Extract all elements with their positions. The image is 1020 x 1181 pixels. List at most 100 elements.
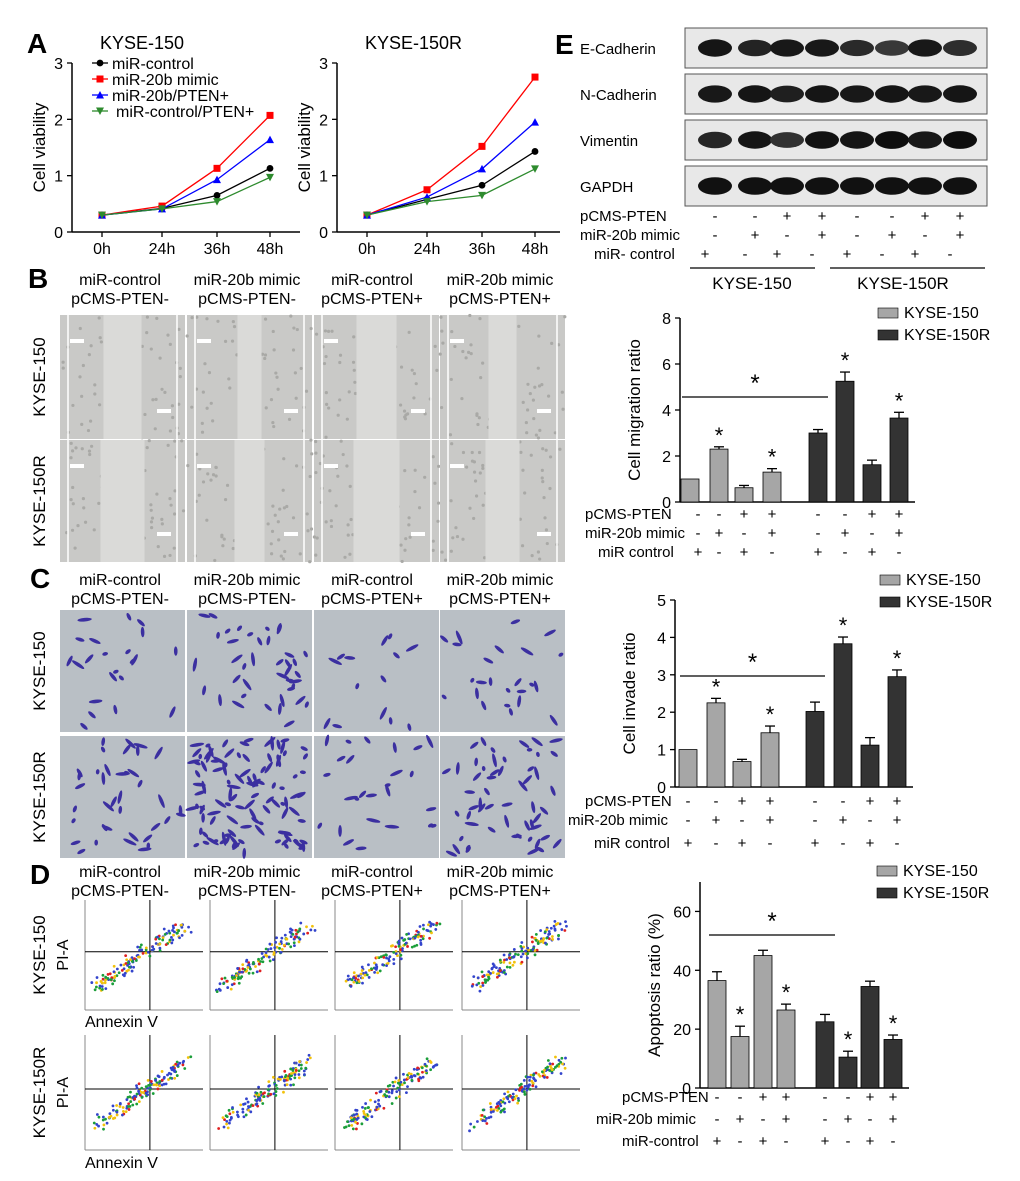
stained-cell [202, 840, 210, 845]
event-dot [532, 1076, 535, 1080]
event-dot [181, 1061, 185, 1064]
cell-texture [548, 486, 552, 491]
cell-texture [433, 344, 437, 349]
event-dot [429, 922, 433, 926]
stained-cell [209, 816, 216, 825]
cell-texture [97, 501, 101, 505]
event-dot [402, 1078, 406, 1082]
event-dot [543, 930, 547, 934]
data-point [213, 164, 221, 172]
cell-texture [166, 443, 170, 447]
condition-mark: + [818, 227, 827, 244]
event-dot [492, 1110, 495, 1113]
cell-texture [548, 455, 553, 459]
cell-texture [201, 480, 206, 484]
series-line [101, 139, 271, 216]
cell-texture [309, 438, 313, 442]
row-label: KYSE-150R [30, 751, 49, 843]
event-dot [305, 1061, 308, 1064]
event-dot [362, 1109, 366, 1113]
event-dot [497, 1107, 501, 1110]
x-tick-label: 48h [257, 241, 284, 258]
event-dot [134, 959, 138, 962]
cell-texture [476, 422, 480, 427]
cell-texture [407, 516, 411, 520]
event-dot [121, 973, 125, 977]
event-dot [516, 1097, 520, 1100]
stained-cell [158, 794, 165, 808]
event-dot [158, 937, 161, 941]
event-dot [90, 981, 94, 984]
cell-texture [86, 428, 91, 433]
event-dot [382, 955, 386, 959]
event-dot [514, 1088, 518, 1092]
event-dot [157, 1075, 161, 1079]
band [770, 177, 804, 195]
event-dot [111, 1108, 115, 1112]
cell-texture [543, 516, 547, 520]
event-dot [247, 963, 251, 967]
event-dot [251, 971, 255, 975]
event-dot [278, 946, 281, 950]
event-dot [175, 1060, 179, 1064]
event-dot [543, 1068, 546, 1072]
band [908, 131, 942, 149]
event-dot [513, 1097, 517, 1101]
event-dot [560, 1056, 564, 1060]
series-line [366, 168, 536, 216]
stained-cell [302, 753, 308, 760]
event-dot [553, 919, 557, 923]
condition-mark: - [841, 793, 846, 810]
stained-cell [317, 822, 323, 829]
cell-texture [405, 412, 410, 416]
event-dot [133, 957, 136, 961]
y-tick-label: 3 [657, 668, 666, 685]
cell-texture [160, 387, 164, 391]
event-dot [502, 960, 506, 964]
event-dot [418, 1076, 422, 1079]
event-dot [238, 970, 241, 974]
stained-cell [264, 736, 276, 747]
condition-label: miR- control [594, 246, 675, 263]
event-dot [241, 1110, 245, 1114]
cell-texture [150, 526, 154, 530]
event-dot [161, 936, 165, 940]
cell-texture [74, 446, 78, 450]
stained-cell [379, 706, 387, 720]
stained-cell [226, 784, 241, 789]
event-dot [124, 962, 128, 965]
event-dot [397, 1088, 401, 1092]
band [943, 177, 977, 195]
stained-cell [143, 834, 153, 843]
stained-cell [231, 654, 243, 664]
cell-texture [71, 485, 75, 490]
cell-texture [232, 325, 237, 329]
event-dot [534, 1085, 538, 1089]
cell-texture [209, 401, 213, 405]
stained-cell [66, 655, 73, 667]
event-dot [352, 980, 356, 984]
cell-texture [294, 464, 299, 468]
event-dot [349, 985, 353, 988]
cell-texture [225, 483, 230, 487]
stained-cell [381, 635, 389, 646]
event-dot [355, 1127, 358, 1131]
cell-texture [178, 375, 182, 379]
event-dot [554, 923, 558, 926]
group-label: KYSE-150R [857, 274, 949, 293]
stained-cell [252, 779, 261, 788]
y-tick-label: 5 [657, 593, 666, 610]
condition-mark: - [713, 227, 718, 244]
condition-mark: + [956, 227, 965, 244]
cell-texture [190, 405, 194, 409]
event-dot [225, 1115, 229, 1119]
cell-texture [403, 417, 408, 421]
cell-texture [264, 406, 268, 410]
cell-texture [478, 316, 482, 321]
event-dot [226, 986, 230, 989]
condition-mark: + [773, 246, 782, 263]
event-dot [129, 1100, 133, 1103]
event-dot [385, 964, 388, 968]
event-dot [178, 936, 181, 940]
event-dot [135, 1084, 138, 1088]
